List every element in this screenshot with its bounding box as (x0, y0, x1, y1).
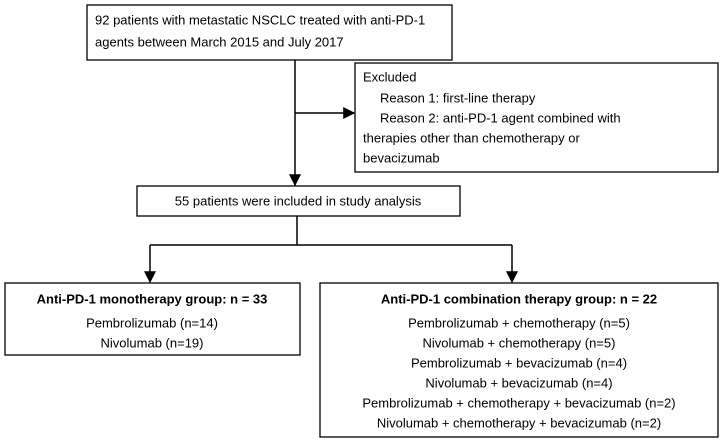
box-text: Reason 1: first-line therapy (380, 90, 536, 105)
group-item: Nivolumab (n=19) (101, 335, 204, 350)
enrolled-box (86, 4, 453, 61)
box-title: Excluded (363, 69, 416, 84)
box-text: 92 patients with metastatic NSCLC treate… (95, 12, 425, 27)
box-text: agents between March 2015 and July 2017 (95, 34, 344, 49)
group-item: Pembrolizumab (n=14) (86, 315, 218, 330)
box-text: bevacizumab (363, 150, 440, 165)
box-text: therapies other than chemotherapy or (363, 130, 580, 145)
box-text: 55 patients were included in study analy… (175, 193, 422, 208)
excluded-box (354, 62, 719, 173)
group-item: Nivolumab + bevacizumab (n=4) (425, 375, 612, 390)
box-text: Reason 2: anti-PD-1 agent combined with (380, 110, 621, 125)
group-item: Pembrolizumab + chemotherapy + bevacizum… (362, 395, 675, 410)
group-box (4, 282, 301, 356)
included-box (136, 185, 461, 217)
group-item: Nivolumab + chemotherapy + bevacizumab (… (377, 415, 661, 430)
group-title: Anti-PD-1 monotherapy group: n = 33 (37, 291, 268, 306)
group-box (319, 282, 719, 438)
group-item: Pembrolizumab + bevacizumab (n=4) (411, 355, 627, 370)
group-title: Anti-PD-1 combination therapy group: n =… (381, 291, 657, 306)
group-item: Pembrolizumab + chemotherapy (n=5) (408, 315, 630, 330)
group-item: Nivolumab + chemotherapy (n=5) (423, 335, 616, 350)
